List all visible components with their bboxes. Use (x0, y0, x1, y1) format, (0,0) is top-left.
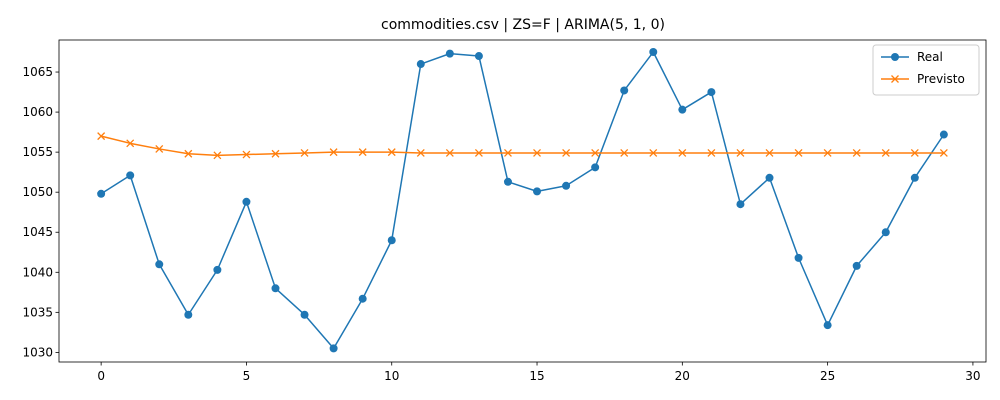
data-point (794, 253, 803, 262)
data-point (823, 148, 832, 157)
data-point (126, 139, 135, 148)
y-tick-label: 1060 (22, 105, 53, 119)
x-tick-label: 30 (965, 369, 980, 383)
data-point (533, 148, 541, 157)
data-point (445, 49, 454, 58)
legend-label: Real (917, 50, 943, 64)
series-real (97, 48, 948, 353)
data-point (678, 105, 687, 114)
y-tick-label: 1065 (22, 65, 53, 79)
plot-frame (58, 39, 987, 363)
data-point (184, 149, 193, 158)
data-point (910, 148, 919, 157)
data-point (562, 148, 571, 157)
legend-marker (891, 53, 899, 61)
data-point (474, 52, 483, 61)
data-point (678, 148, 687, 157)
data-point (939, 148, 948, 157)
data-point (155, 260, 164, 269)
data-point (329, 344, 338, 353)
y-axis: 1030 1035 1040 1045 1050 1055 1060 1065 (22, 65, 59, 359)
data-point (852, 261, 861, 270)
y-tick-label: 1050 (22, 185, 53, 199)
data-point (358, 294, 367, 303)
data-point (649, 48, 658, 57)
data-point (126, 171, 135, 180)
series-previsto (97, 132, 948, 160)
x-tick-label: 15 (529, 369, 544, 383)
data-point (736, 148, 745, 157)
series-line-previsto (100, 135, 944, 157)
data-point (504, 148, 512, 157)
chart-title: commodities.csv | ZS=F | ARIMA(5, 1, 0) (381, 17, 665, 33)
y-tick-label: 1040 (22, 265, 53, 279)
data-point (765, 173, 774, 182)
data-point (271, 149, 280, 158)
x-tick-label: 20 (675, 369, 690, 383)
data-point (329, 148, 338, 157)
data-point (213, 151, 222, 160)
data-point (736, 200, 745, 209)
data-point (242, 150, 251, 159)
x-tick-label: 25 (820, 369, 835, 383)
data-point (939, 130, 948, 139)
data-point (620, 148, 629, 157)
x-tick-label: 0 (97, 369, 105, 383)
data-point (445, 148, 454, 157)
series-layer (97, 48, 948, 353)
y-tick-label: 1035 (22, 305, 53, 319)
data-point (620, 86, 629, 95)
data-point (881, 148, 890, 157)
data-point (562, 181, 571, 190)
data-point (881, 228, 890, 237)
data-point (387, 236, 396, 245)
data-point (416, 148, 425, 157)
data-point (823, 321, 832, 330)
data-point (649, 148, 658, 157)
data-point (503, 177, 512, 186)
x-axis: 0 5 10 15 20 25 30 (97, 362, 981, 383)
data-point (184, 310, 193, 319)
data-point (242, 197, 251, 206)
y-tick-label: 1030 (22, 345, 53, 359)
x-tick-label: 5 (243, 369, 251, 383)
legend: Real Previsto (872, 44, 980, 96)
data-point (300, 310, 309, 319)
data-point (97, 132, 106, 141)
data-point (910, 173, 919, 182)
series-line-real (100, 51, 945, 350)
data-point (794, 148, 803, 157)
x-tick-label: 10 (384, 369, 399, 383)
data-point (707, 148, 716, 157)
data-point (416, 60, 425, 69)
data-point (358, 148, 367, 157)
data-point (213, 265, 222, 274)
legend-item-real: Real (881, 50, 943, 64)
data-point (155, 144, 164, 153)
legend-label: Previsto (917, 72, 965, 86)
data-point (852, 148, 861, 157)
data-point (97, 189, 106, 198)
y-tick-label: 1045 (22, 225, 53, 239)
legend-item-previsto: Previsto (881, 72, 965, 86)
legend-marker (891, 75, 899, 83)
data-point (707, 88, 716, 97)
data-point (271, 284, 280, 293)
y-tick-label: 1055 (22, 145, 53, 159)
data-point (765, 148, 774, 157)
data-point (300, 148, 309, 157)
data-point (591, 163, 600, 172)
data-point (387, 148, 396, 157)
data-point (591, 148, 600, 157)
data-point (533, 187, 542, 196)
data-point (474, 148, 483, 157)
plot-area (58, 39, 987, 363)
